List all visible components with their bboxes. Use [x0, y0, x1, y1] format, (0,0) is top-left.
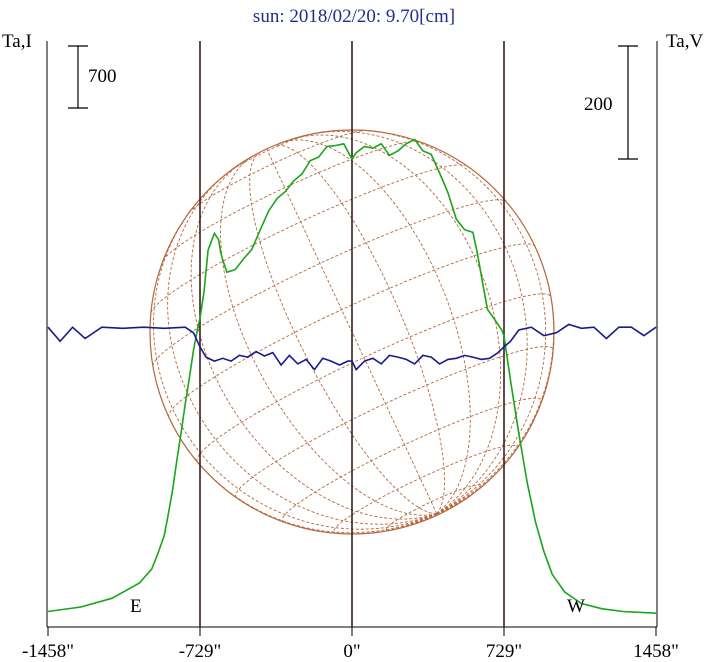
chart-marks: [47, 41, 657, 627]
grid-line: [220, 155, 437, 516]
left-scale-bar: 700: [68, 45, 117, 109]
x-tick-label: -729": [179, 641, 222, 662]
x-tick-label: -1458": [22, 641, 74, 662]
right-scale-bar: 200: [584, 45, 638, 160]
x-tick-label: 729": [486, 641, 522, 662]
left-axis-label: Ta,I: [2, 31, 32, 52]
grid-line: [436, 246, 555, 515]
right-scale-bar-label: 200: [584, 94, 613, 115]
grid-line: [358, 513, 437, 535]
grid-line: [436, 466, 503, 515]
left-scale-bar-label: 700: [88, 66, 117, 87]
grid-line: [249, 152, 437, 515]
grid-line: [309, 130, 528, 515]
grid-line: [274, 144, 446, 514]
grid-line: [294, 134, 502, 515]
grid-line: [188, 130, 366, 214]
grid-line: [162, 140, 419, 261]
grid-line: [152, 199, 507, 367]
grid-line: [436, 512, 443, 515]
grid-line: [266, 148, 438, 514]
right-axis-label: Ta,V: [666, 31, 703, 52]
x-tick-label: 1458": [633, 641, 679, 662]
grid-line: [281, 397, 543, 523]
grid-line: [385, 484, 482, 531]
x-axis-ticks: -1458" -729" 0" 729" 1458": [22, 627, 679, 662]
limb-label-west: W: [567, 596, 585, 617]
grid-line: [281, 139, 471, 515]
grid-line: [333, 444, 518, 534]
limb-label-east: E: [130, 596, 142, 617]
grid-line: [168, 417, 437, 534]
chart-title: sun: 2018/02/20: 9.70[cm]: [253, 6, 455, 27]
x-tick-label: 0": [343, 641, 360, 662]
grid-line: [436, 504, 458, 515]
series-line-intensity: [47, 138, 657, 614]
series-line-polarization: [47, 323, 657, 371]
